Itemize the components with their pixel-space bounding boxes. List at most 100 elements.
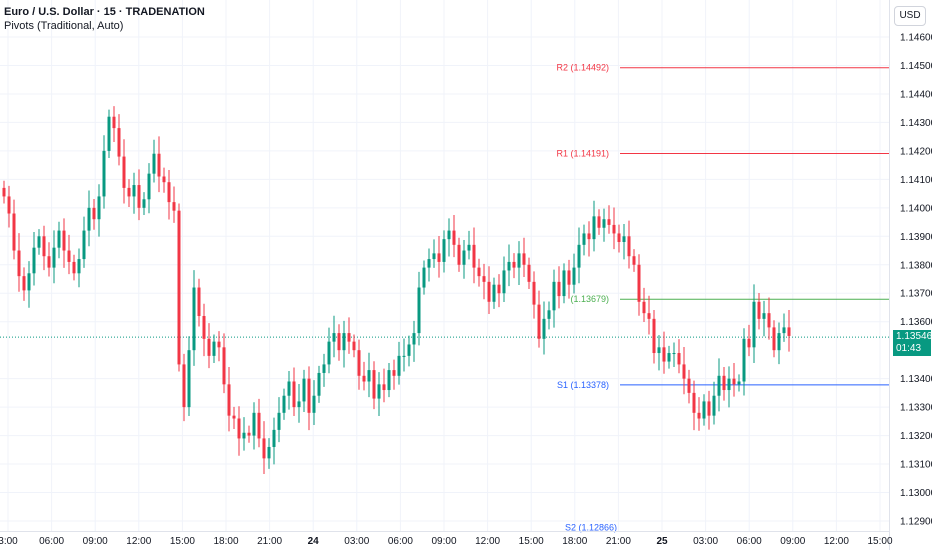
candle [587, 221, 591, 257]
candle [552, 269, 556, 328]
candle [707, 390, 711, 430]
candle [342, 320, 346, 368]
symbol-title[interactable]: Euro / U.S. Dollar · 15 · TRADENATION [4, 6, 205, 18]
candle [287, 370, 291, 410]
candle [422, 260, 426, 295]
candle [262, 421, 266, 475]
price-tick-label: 1.14500 [900, 61, 932, 72]
time-tick-label: 03:00 [693, 536, 718, 547]
candle [87, 190, 91, 247]
candle [102, 135, 106, 209]
candle [562, 263, 566, 304]
candle [727, 366, 731, 408]
candle [217, 331, 221, 362]
pivot-label: S2 (1.12866) [565, 523, 617, 533]
pivot-label: S1 (1.13378) [557, 380, 609, 390]
time-tick-label: 3:00 [0, 536, 18, 547]
candle [2, 180, 6, 204]
indicator-legend[interactable]: Pivots (Traditional, Auto) [4, 20, 124, 32]
candle [487, 266, 491, 315]
candle [17, 233, 21, 292]
pivot-label: (1.13679) [570, 294, 609, 304]
candle [777, 322, 781, 365]
candle [117, 114, 121, 166]
candle [682, 347, 686, 395]
time-tick-label: 24 [308, 536, 320, 547]
candle [527, 257, 531, 289]
candle [782, 313, 786, 342]
candle [397, 341, 401, 385]
candle [27, 261, 31, 308]
candle [542, 301, 546, 355]
candle [732, 362, 736, 397]
countdown-timer: 01:43 [896, 343, 922, 354]
candle [537, 290, 541, 348]
candle [207, 323, 211, 369]
candle [272, 417, 276, 465]
candle [97, 184, 101, 237]
candle [492, 277, 496, 309]
candle [457, 237, 461, 272]
candle [582, 224, 586, 256]
candle [362, 361, 366, 391]
candle [762, 300, 766, 337]
candle [77, 248, 81, 288]
candle [222, 333, 226, 394]
candle [432, 239, 436, 268]
candle [107, 109, 111, 158]
time-tick-label: 09:00 [431, 536, 456, 547]
candle [752, 284, 756, 363]
price-axis[interactable]: 1.14600 1.14500 1.14400 1.14300 1.14200 1.141… [900, 33, 932, 528]
candle [147, 163, 151, 214]
candle [132, 172, 136, 214]
time-tick-label: 12:00 [824, 536, 849, 547]
time-tick-label: 21:00 [257, 536, 282, 547]
candle [357, 339, 361, 390]
candle [32, 232, 36, 286]
candle [377, 372, 381, 416]
candle [442, 230, 446, 273]
candle [517, 241, 521, 285]
price-tick-label: 1.13000 [900, 488, 932, 499]
candle [592, 200, 596, 252]
candle [92, 198, 96, 230]
price-tick-label: 1.13300 [900, 403, 932, 414]
candle [187, 336, 191, 416]
candle [112, 106, 116, 143]
currency-button[interactable]: USD [894, 6, 926, 26]
candle [127, 179, 131, 207]
candle [622, 224, 626, 260]
candle [577, 227, 581, 284]
candle [642, 287, 646, 322]
candle [162, 167, 166, 193]
price-tick-label: 1.14400 [900, 89, 932, 100]
time-tick-label: 15:00 [519, 536, 544, 547]
candle [572, 253, 576, 294]
candle [22, 267, 26, 301]
time-tick-label: 09:00 [780, 536, 805, 547]
candle [197, 278, 201, 327]
candle [212, 334, 216, 363]
candle [297, 384, 301, 423]
candle [472, 227, 476, 284]
time-tick-label: 15:00 [867, 536, 892, 547]
candle [742, 328, 746, 396]
time-axis[interactable]: 3:00 06:00 09:00 12:00 15:00 18:00 21:00 24 03:0… [0, 536, 893, 547]
candle [302, 369, 306, 412]
candle [407, 335, 411, 367]
candle [137, 169, 141, 221]
candle [257, 398, 261, 448]
time-tick-label: 25 [656, 536, 668, 547]
candle [672, 342, 676, 367]
price-tick-label: 1.13600 [900, 317, 932, 328]
candle [417, 271, 421, 346]
candle [367, 352, 371, 398]
candle [557, 266, 561, 309]
candle [657, 335, 661, 371]
candle [157, 136, 161, 193]
price-tick-label: 1.13700 [900, 289, 932, 300]
candle [312, 380, 316, 426]
candle [567, 259, 571, 299]
candle [452, 214, 456, 258]
